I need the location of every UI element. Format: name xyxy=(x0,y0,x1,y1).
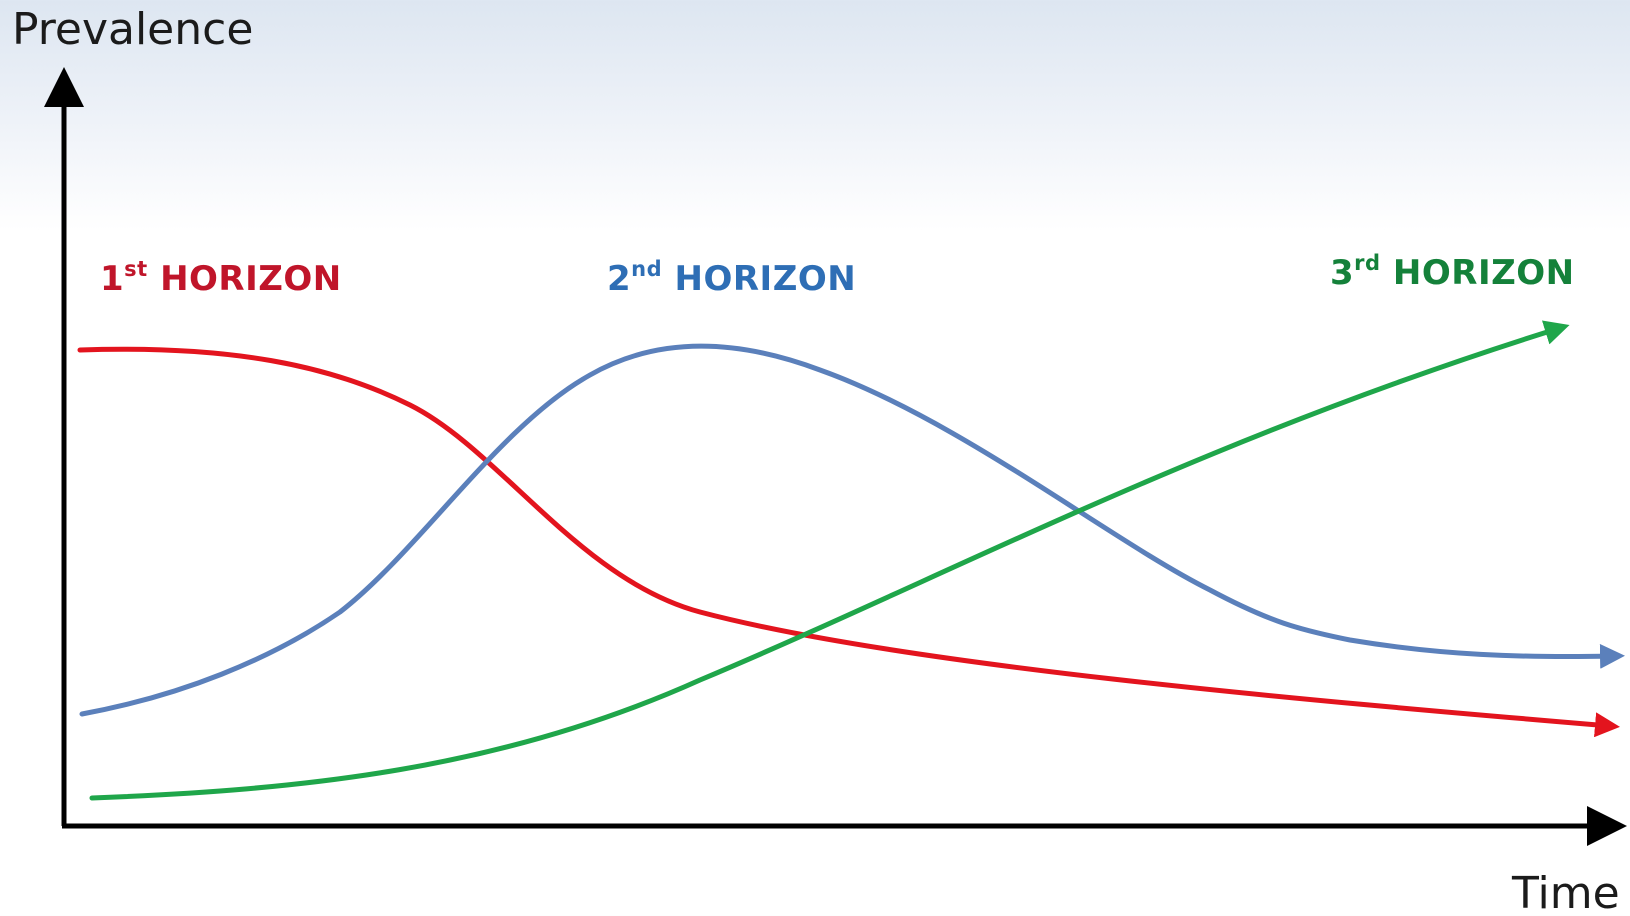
third-horizon-label: 3rd HORIZON xyxy=(1330,253,1575,293)
first-horizon-label: 1st HORIZON xyxy=(100,259,342,299)
first-horizon-suffix: st xyxy=(124,257,148,281)
second-horizon-name: HORIZON xyxy=(674,259,857,299)
first-horizon-curve xyxy=(77,346,1620,738)
third-horizon-name: HORIZON xyxy=(1392,253,1575,293)
second-horizon-label: 2nd HORIZON xyxy=(607,259,857,299)
third-horizon-curve xyxy=(89,320,1570,801)
second-horizon-curve xyxy=(79,343,1625,717)
third-horizon-suffix: rd xyxy=(1354,251,1381,275)
first-horizon-number: 1 xyxy=(100,259,125,299)
y-axis-label: Prevalence xyxy=(12,4,254,55)
first-horizon-name: HORIZON xyxy=(160,259,342,299)
second-horizon-number: 2 xyxy=(607,259,632,299)
third-horizon-number: 3 xyxy=(1330,253,1355,293)
second-horizon-suffix: nd xyxy=(631,257,663,281)
x-axis-label: Time xyxy=(1512,868,1620,916)
